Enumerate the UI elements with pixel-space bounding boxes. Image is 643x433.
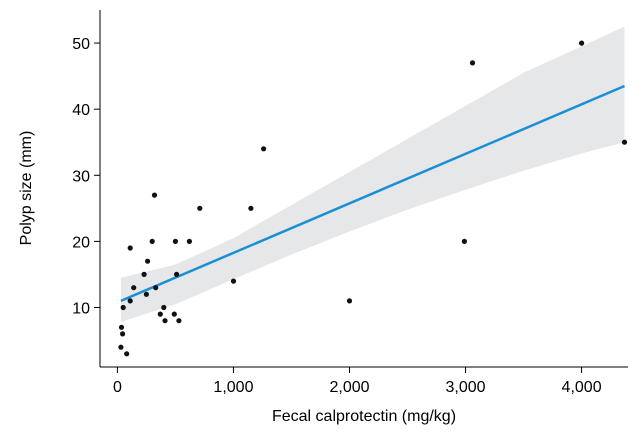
x-tick-label: 2,000 bbox=[329, 379, 369, 396]
data-point bbox=[118, 344, 124, 350]
data-point bbox=[161, 304, 167, 311]
data-point bbox=[127, 245, 133, 251]
data-point bbox=[248, 205, 254, 211]
x-tick-label: 4,000 bbox=[562, 379, 602, 396]
y-tick-label: 30 bbox=[72, 168, 90, 185]
data-point bbox=[153, 285, 159, 291]
data-points-layer bbox=[118, 40, 628, 357]
confidence-band-layer bbox=[120, 26, 625, 322]
data-point bbox=[171, 311, 177, 317]
data-point bbox=[151, 192, 158, 198]
x-tick-label: 3,000 bbox=[446, 379, 486, 396]
data-point bbox=[621, 139, 628, 145]
data-point bbox=[162, 318, 168, 324]
y-tick-label: 10 bbox=[72, 301, 90, 318]
x-tick-label: 1,000 bbox=[213, 379, 253, 396]
data-point bbox=[149, 238, 155, 244]
data-point bbox=[186, 238, 192, 244]
y-axis-label: Polyp size (mm) bbox=[18, 131, 35, 246]
y-ticks-layer: 10 20 30 40 50 bbox=[72, 36, 100, 318]
y-tick-label: 40 bbox=[72, 102, 90, 119]
fit-line-layer bbox=[120, 84, 626, 303]
x-tick-label: 0 bbox=[113, 379, 122, 396]
x-axis-label: Fecal calprotectin (mg/kg) bbox=[272, 408, 456, 425]
data-point bbox=[176, 318, 182, 324]
data-point bbox=[141, 271, 147, 277]
data-point bbox=[124, 351, 130, 357]
regression-line bbox=[120, 84, 626, 303]
data-point bbox=[131, 285, 137, 291]
data-point bbox=[143, 291, 149, 297]
data-point bbox=[127, 298, 133, 304]
data-point bbox=[120, 304, 126, 311]
data-point bbox=[261, 146, 267, 152]
data-point bbox=[197, 205, 203, 211]
y-tick-label: 50 bbox=[72, 36, 90, 53]
data-point bbox=[579, 40, 585, 46]
data-point bbox=[461, 238, 467, 244]
data-point bbox=[230, 278, 237, 284]
data-point bbox=[172, 238, 178, 244]
data-point bbox=[120, 331, 126, 337]
data-point bbox=[118, 324, 125, 330]
confidence-band bbox=[120, 26, 625, 322]
data-point bbox=[346, 298, 353, 304]
data-point bbox=[157, 311, 163, 317]
data-point bbox=[174, 271, 180, 277]
data-point bbox=[469, 60, 476, 66]
y-tick-label: 20 bbox=[72, 234, 90, 251]
x-ticks-layer: 0 1,000 2,000 3,000 4,000 bbox=[113, 367, 602, 396]
data-point bbox=[145, 258, 151, 264]
